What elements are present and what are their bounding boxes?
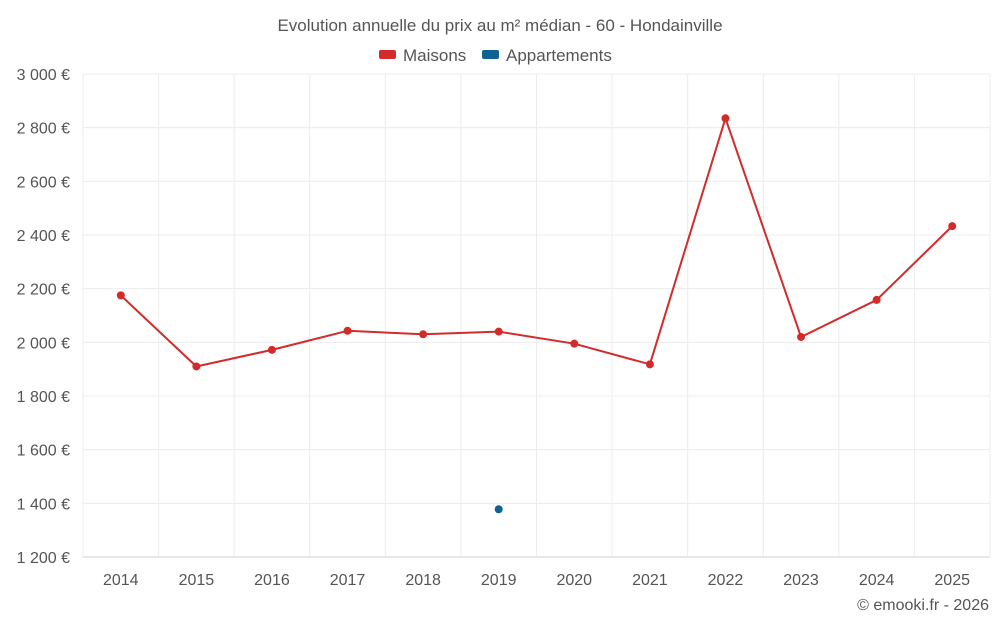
credit-text: © emooki.fr - 2026 bbox=[857, 597, 989, 614]
y-tick-label: 2 600 € bbox=[17, 174, 70, 191]
data-point-maisons[interactable] bbox=[645, 360, 654, 369]
data-point-maisons[interactable] bbox=[721, 114, 730, 123]
series bbox=[116, 114, 957, 514]
x-tick-label: 2022 bbox=[708, 572, 744, 589]
data-point-maisons[interactable] bbox=[343, 326, 352, 335]
x-tick-label: 2017 bbox=[330, 572, 366, 589]
data-point-maisons[interactable] bbox=[570, 339, 579, 348]
y-tick-label: 1 400 € bbox=[17, 496, 70, 513]
y-tick-label: 1 800 € bbox=[17, 389, 70, 406]
x-tick-label: 2021 bbox=[632, 572, 668, 589]
y-tick-label: 3 000 € bbox=[17, 67, 70, 84]
legend: Maisons Appartements bbox=[379, 46, 612, 65]
chart-title: Evolution annuelle du prix au m² médian … bbox=[277, 16, 722, 35]
data-point-maisons[interactable] bbox=[797, 332, 806, 341]
legend-label-maisons: Maisons bbox=[403, 46, 466, 65]
data-point-maisons[interactable] bbox=[419, 330, 428, 339]
grid bbox=[82, 73, 991, 558]
legend-swatch-maisons bbox=[379, 50, 396, 59]
data-point-maisons[interactable] bbox=[494, 327, 503, 336]
legend-item-maisons[interactable]: Maisons bbox=[379, 46, 466, 65]
x-tick-label: 2019 bbox=[481, 572, 517, 589]
legend-swatch-appartements bbox=[482, 50, 499, 59]
x-tick-label: 2014 bbox=[103, 572, 139, 589]
data-point-maisons[interactable] bbox=[872, 295, 881, 304]
y-tick-label: 2 400 € bbox=[17, 228, 70, 245]
x-tick-label: 2024 bbox=[859, 572, 895, 589]
legend-item-appartements[interactable]: Appartements bbox=[482, 46, 612, 65]
x-tick-label: 2015 bbox=[179, 572, 215, 589]
y-tick-label: 2 800 € bbox=[17, 121, 70, 138]
data-point-appartements[interactable] bbox=[494, 505, 503, 514]
series-line-maisons bbox=[120, 117, 953, 368]
data-point-maisons[interactable] bbox=[116, 291, 125, 300]
y-axis-labels: 1 200 € 1 400 € 1 600 € 1 800 € 2 000 € 2 200… bbox=[17, 67, 70, 567]
data-point-maisons[interactable] bbox=[192, 362, 201, 371]
y-tick-label: 2 200 € bbox=[17, 282, 70, 299]
y-tick-label: 1 600 € bbox=[17, 443, 70, 460]
x-tick-label: 2023 bbox=[783, 572, 819, 589]
data-point-maisons[interactable] bbox=[267, 345, 276, 354]
x-tick-label: 2018 bbox=[405, 572, 441, 589]
x-tick-label: 2025 bbox=[934, 572, 970, 589]
y-tick-label: 2 000 € bbox=[17, 335, 70, 352]
legend-label-appartements: Appartements bbox=[506, 46, 612, 65]
y-tick-label: 1 200 € bbox=[17, 550, 70, 567]
x-axis-labels: 2014 2015 2016 2017 2018 2019 2020 2021 2022 2023… bbox=[103, 572, 970, 589]
x-tick-label: 2020 bbox=[556, 572, 592, 589]
x-tick-label: 2016 bbox=[254, 572, 290, 589]
data-point-maisons[interactable] bbox=[948, 222, 957, 231]
